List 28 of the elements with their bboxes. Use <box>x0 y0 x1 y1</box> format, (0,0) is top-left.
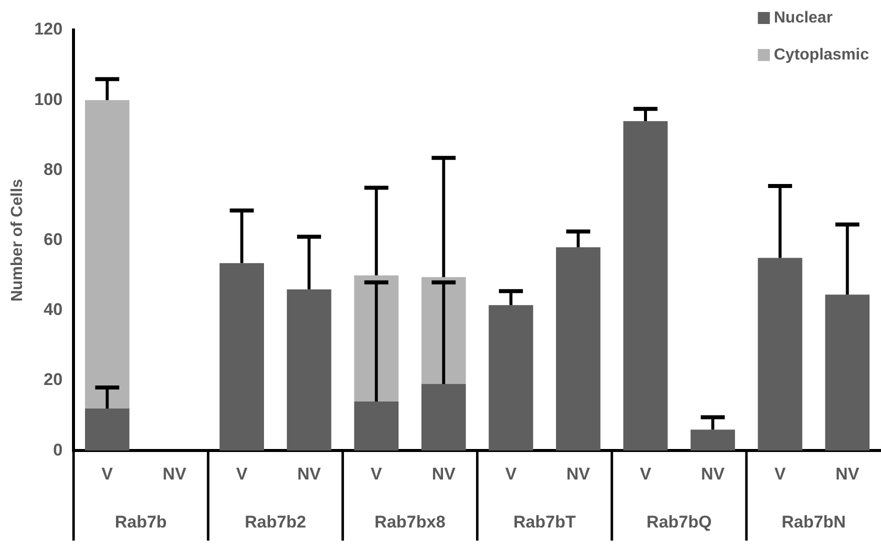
x-tick-label: NV <box>432 464 456 484</box>
legend-label: Nuclear <box>774 9 833 26</box>
x-tick-label: NV <box>162 464 187 484</box>
text: Rab7b2 <box>244 512 306 532</box>
text: Rab7bN <box>782 512 846 532</box>
x-tick-label: V <box>774 464 786 484</box>
y-tick-label: 80 <box>44 160 63 179</box>
x-tick-label: NV <box>836 464 860 484</box>
x-tick-label: NV <box>700 464 726 484</box>
y-axis-title: Number of Cells <box>9 178 26 302</box>
text: Rab7bx8 <box>374 512 446 532</box>
y-tick-label: 40 <box>44 300 63 320</box>
x-tick-label: NV <box>566 464 591 484</box>
x-tick-label: V <box>370 464 383 484</box>
x-tick-label: V <box>102 464 114 484</box>
x-tick-label: V <box>640 464 652 484</box>
x-tick-label: NV <box>297 464 322 484</box>
legend-label: Cytoplasmic <box>774 46 870 64</box>
x-tick-label: V <box>236 464 248 484</box>
text: Rab7bT <box>513 512 576 532</box>
y-tick-label: 120 <box>34 20 63 39</box>
y-tick-label: 60 <box>44 230 63 249</box>
y-tick-label: 0 <box>53 440 63 460</box>
text: Rab7b <box>114 512 167 532</box>
text: Rab7bQ <box>646 512 712 532</box>
y-tick-label: 100 <box>34 90 63 109</box>
y-tick-label: 20 <box>44 370 63 390</box>
x-tick-label: V <box>505 464 518 484</box>
